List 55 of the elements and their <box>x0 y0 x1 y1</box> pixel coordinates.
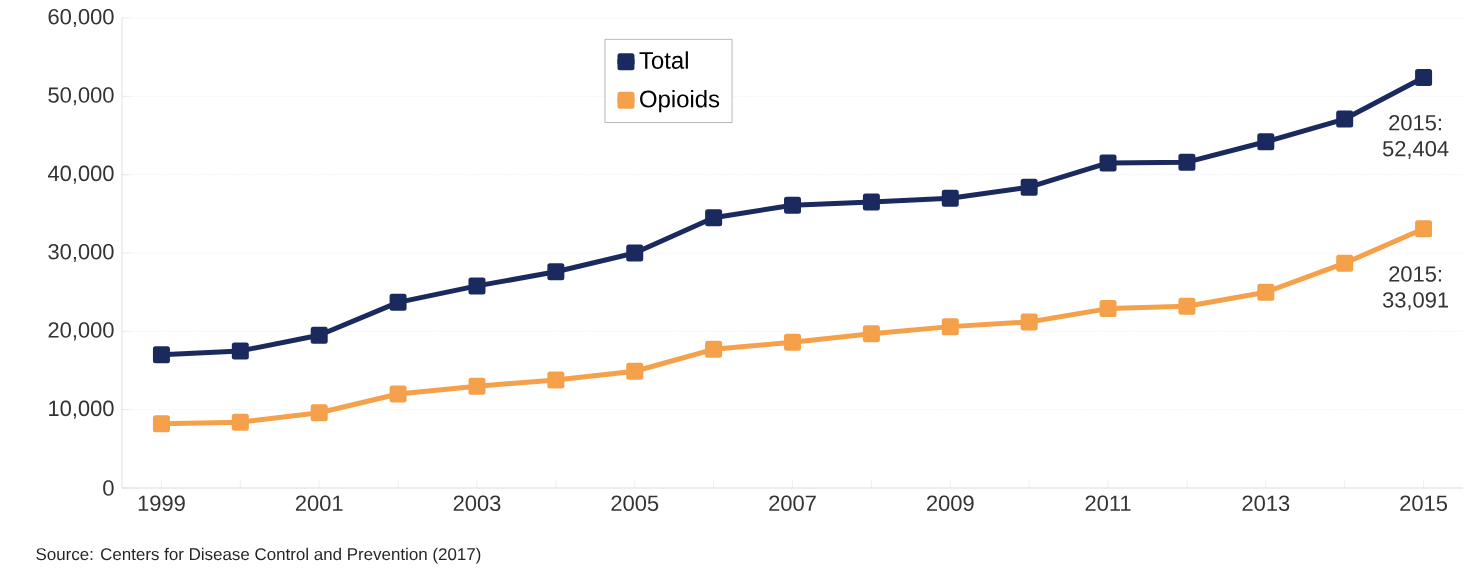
point <box>1415 69 1433 86</box>
x-tick-label: 2015 <box>1400 495 1448 512</box>
point <box>941 189 959 207</box>
point <box>389 293 407 311</box>
x-tick-label: 2009 <box>927 495 974 512</box>
point <box>1178 153 1196 171</box>
point <box>1099 300 1117 318</box>
point <box>1415 220 1433 238</box>
y-tick-label: 60,000 <box>48 8 114 28</box>
point <box>152 415 170 433</box>
legend-label: Total <box>639 51 688 69</box>
y-tick-label: 30,000 <box>48 243 114 263</box>
point <box>389 385 407 403</box>
point <box>626 362 644 380</box>
point <box>941 318 959 336</box>
x-tick-label: 2001 <box>295 495 343 512</box>
point <box>310 404 328 422</box>
point <box>310 326 328 344</box>
x-tick-label: 2011 <box>1085 495 1131 512</box>
point <box>705 209 723 227</box>
x-tick-label: 1999 <box>138 495 185 512</box>
point <box>468 277 486 295</box>
y-tick-label: 40,000 <box>47 165 114 184</box>
source-note: Source: Centers for Disease Control and Prevention (2017) <box>36 547 481 564</box>
y-tick-label: 20,000 <box>48 322 114 341</box>
point <box>152 346 170 364</box>
point <box>784 196 802 214</box>
point <box>547 263 565 281</box>
x-tick-label: 2003 <box>453 495 501 512</box>
point <box>231 342 249 360</box>
legend-label: Opioids <box>640 89 720 113</box>
point <box>1257 283 1275 301</box>
point <box>705 340 723 358</box>
y-tick-label: 50,000 <box>48 87 114 106</box>
annotation: 2015: 33,091 <box>1382 266 1449 311</box>
point <box>1336 110 1354 128</box>
point <box>862 325 880 343</box>
point <box>1099 154 1117 172</box>
point <box>547 371 565 389</box>
point <box>1020 178 1038 196</box>
x-tick-label: 2013 <box>1242 495 1290 512</box>
x-tick-label: 2007 <box>769 495 816 512</box>
y-tick-label: 0 <box>103 480 114 496</box>
point <box>1336 254 1354 272</box>
x-tick-label: 2005 <box>611 495 659 512</box>
point <box>626 244 644 262</box>
point <box>231 413 249 431</box>
annotation: 2015: 52,404 <box>1382 114 1449 159</box>
point <box>468 377 486 395</box>
y-tick-label: 10,000 <box>49 400 114 419</box>
point <box>1020 313 1038 331</box>
point <box>784 333 802 351</box>
point <box>862 193 880 211</box>
point <box>1178 297 1196 315</box>
point <box>1257 133 1275 151</box>
